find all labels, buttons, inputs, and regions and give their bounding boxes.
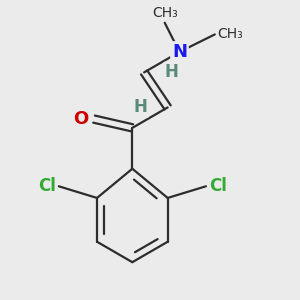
Text: H: H <box>165 63 178 81</box>
Text: O: O <box>73 110 88 128</box>
Text: N: N <box>172 43 187 61</box>
Text: H: H <box>165 63 178 81</box>
Text: O: O <box>73 110 88 128</box>
Text: H: H <box>133 98 147 116</box>
Text: CH₃: CH₃ <box>152 6 178 20</box>
Text: CH₃: CH₃ <box>218 27 244 41</box>
Text: Cl: Cl <box>38 177 56 195</box>
Text: H: H <box>133 98 147 116</box>
Text: N: N <box>172 43 187 61</box>
Text: Cl: Cl <box>38 177 56 195</box>
Text: Cl: Cl <box>209 177 227 195</box>
Text: Cl: Cl <box>209 177 227 195</box>
